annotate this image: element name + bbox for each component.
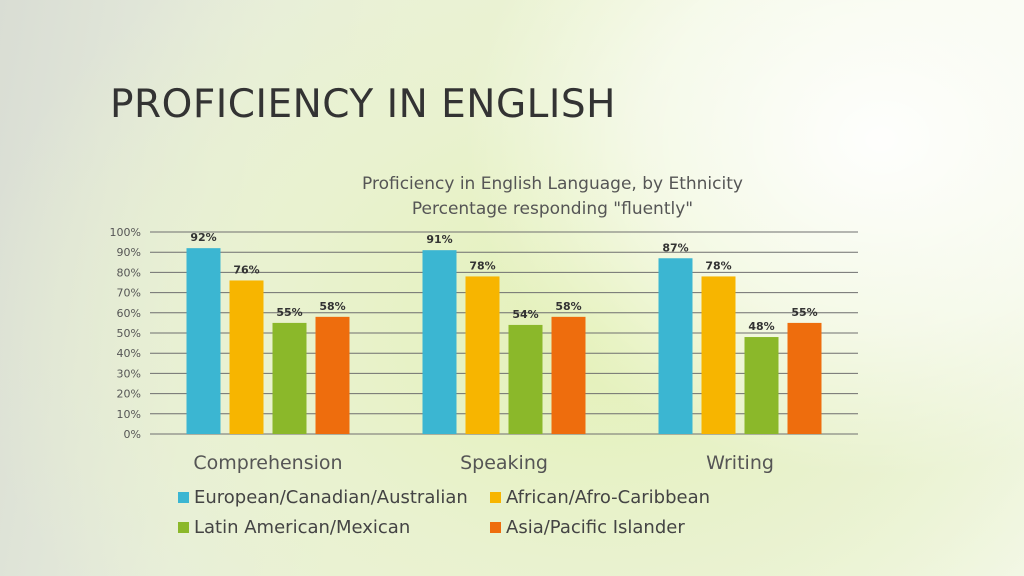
- legend-swatch: [178, 521, 189, 533]
- bar: [272, 322, 307, 434]
- bar: [229, 280, 264, 434]
- y-tick-label: 10%: [117, 408, 141, 421]
- legend-label: European/Canadian/Australian: [194, 486, 468, 508]
- bar: [315, 316, 350, 434]
- data-label: 54%: [512, 308, 538, 321]
- bar: [465, 276, 500, 434]
- chart-subtitle: Percentage responding "fluently": [411, 199, 694, 219]
- data-label: 92%: [190, 231, 216, 244]
- legend-label: Latin American/Mexican: [194, 516, 411, 538]
- legend-item: African/Afro-Caribbean: [490, 487, 710, 508]
- chart-title: Proficiency in English Language, by Ethn…: [362, 174, 743, 194]
- bar: [422, 250, 457, 434]
- data-label: 87%: [662, 241, 688, 254]
- legend-item: Latin American/Mexican: [178, 517, 490, 538]
- y-tick-label: 30%: [117, 367, 141, 380]
- data-label: 91%: [426, 233, 452, 246]
- bar: [701, 276, 736, 434]
- y-tick-label: 80%: [117, 266, 141, 279]
- data-label: 58%: [319, 300, 345, 313]
- y-tick-label: 50%: [117, 327, 141, 340]
- data-label: 58%: [555, 300, 581, 313]
- chart-title-block: Proficiency in English Language, by Ethn…: [300, 172, 805, 222]
- y-tick-label: 70%: [117, 287, 141, 300]
- y-tick-label: 20%: [117, 388, 141, 401]
- bar: [658, 258, 693, 434]
- data-label: 48%: [748, 320, 774, 333]
- legend-swatch: [490, 491, 501, 503]
- x-category-label: Speaking: [460, 452, 548, 474]
- data-label: 55%: [791, 306, 817, 319]
- data-label: 76%: [233, 263, 259, 276]
- bar: [744, 337, 779, 434]
- y-tick-label: 60%: [117, 307, 141, 320]
- legend-item: Asia/Pacific Islander: [490, 517, 685, 538]
- legend-label: Asia/Pacific Islander: [506, 516, 685, 538]
- bar: [508, 324, 543, 434]
- y-tick-label: 100%: [110, 226, 141, 239]
- bar: [186, 248, 221, 434]
- legend-label: African/Afro-Caribbean: [506, 486, 711, 508]
- chart-legend: European/Canadian/Australian African/Afr…: [178, 482, 798, 542]
- slide-title: PROFICIENCY IN ENGLISH: [110, 82, 616, 127]
- legend-swatch: [490, 521, 501, 533]
- x-category-label: Writing: [706, 452, 774, 474]
- legend-swatch: [178, 491, 189, 503]
- legend-row: Latin American/Mexican Asia/Pacific Isla…: [178, 512, 798, 542]
- y-tick-label: 40%: [117, 347, 141, 360]
- y-tick-label: 90%: [117, 246, 141, 259]
- data-label: 55%: [276, 306, 302, 319]
- legend-item: European/Canadian/Australian: [178, 487, 490, 508]
- bar: [787, 322, 822, 434]
- data-label: 78%: [469, 259, 495, 272]
- y-tick-label: 0%: [124, 428, 141, 441]
- bar: [551, 316, 586, 434]
- x-category-label: Comprehension: [193, 452, 342, 474]
- data-label: 78%: [705, 259, 731, 272]
- legend-row: European/Canadian/Australian African/Afr…: [178, 482, 798, 512]
